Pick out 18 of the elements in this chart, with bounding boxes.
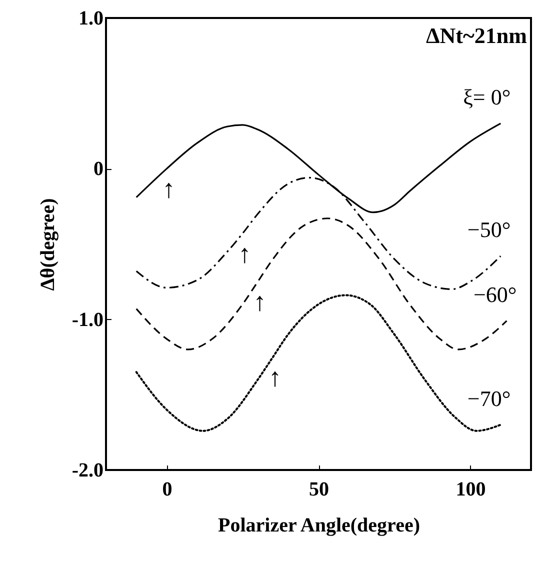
y-tick-label: 0	[94, 158, 104, 180]
x-tick-label: 0	[162, 478, 172, 500]
y-axis-title: Δθ(degree)	[36, 198, 59, 291]
x-axis-title: Polarizer Angle(degree)	[218, 514, 420, 536]
x-tick-label: 100	[456, 478, 486, 500]
y-tick-label: 1.0	[78, 8, 104, 30]
annotation: ΔNt~21nm	[426, 23, 527, 48]
x-tick-label: 50	[309, 478, 329, 500]
series-label: −50°	[467, 217, 511, 242]
series-label: −60°	[473, 282, 517, 307]
annotation: ↑	[238, 239, 252, 268]
annotation: ↑	[268, 363, 282, 392]
y-tick-label: -2.0	[72, 460, 104, 482]
y-tick-label: -1.0	[72, 308, 104, 331]
series-label: −70°	[467, 386, 511, 411]
annotation: ↑	[253, 288, 266, 317]
series-label: ξ= 0°	[463, 84, 511, 110]
annotation: ↑	[162, 174, 176, 204]
